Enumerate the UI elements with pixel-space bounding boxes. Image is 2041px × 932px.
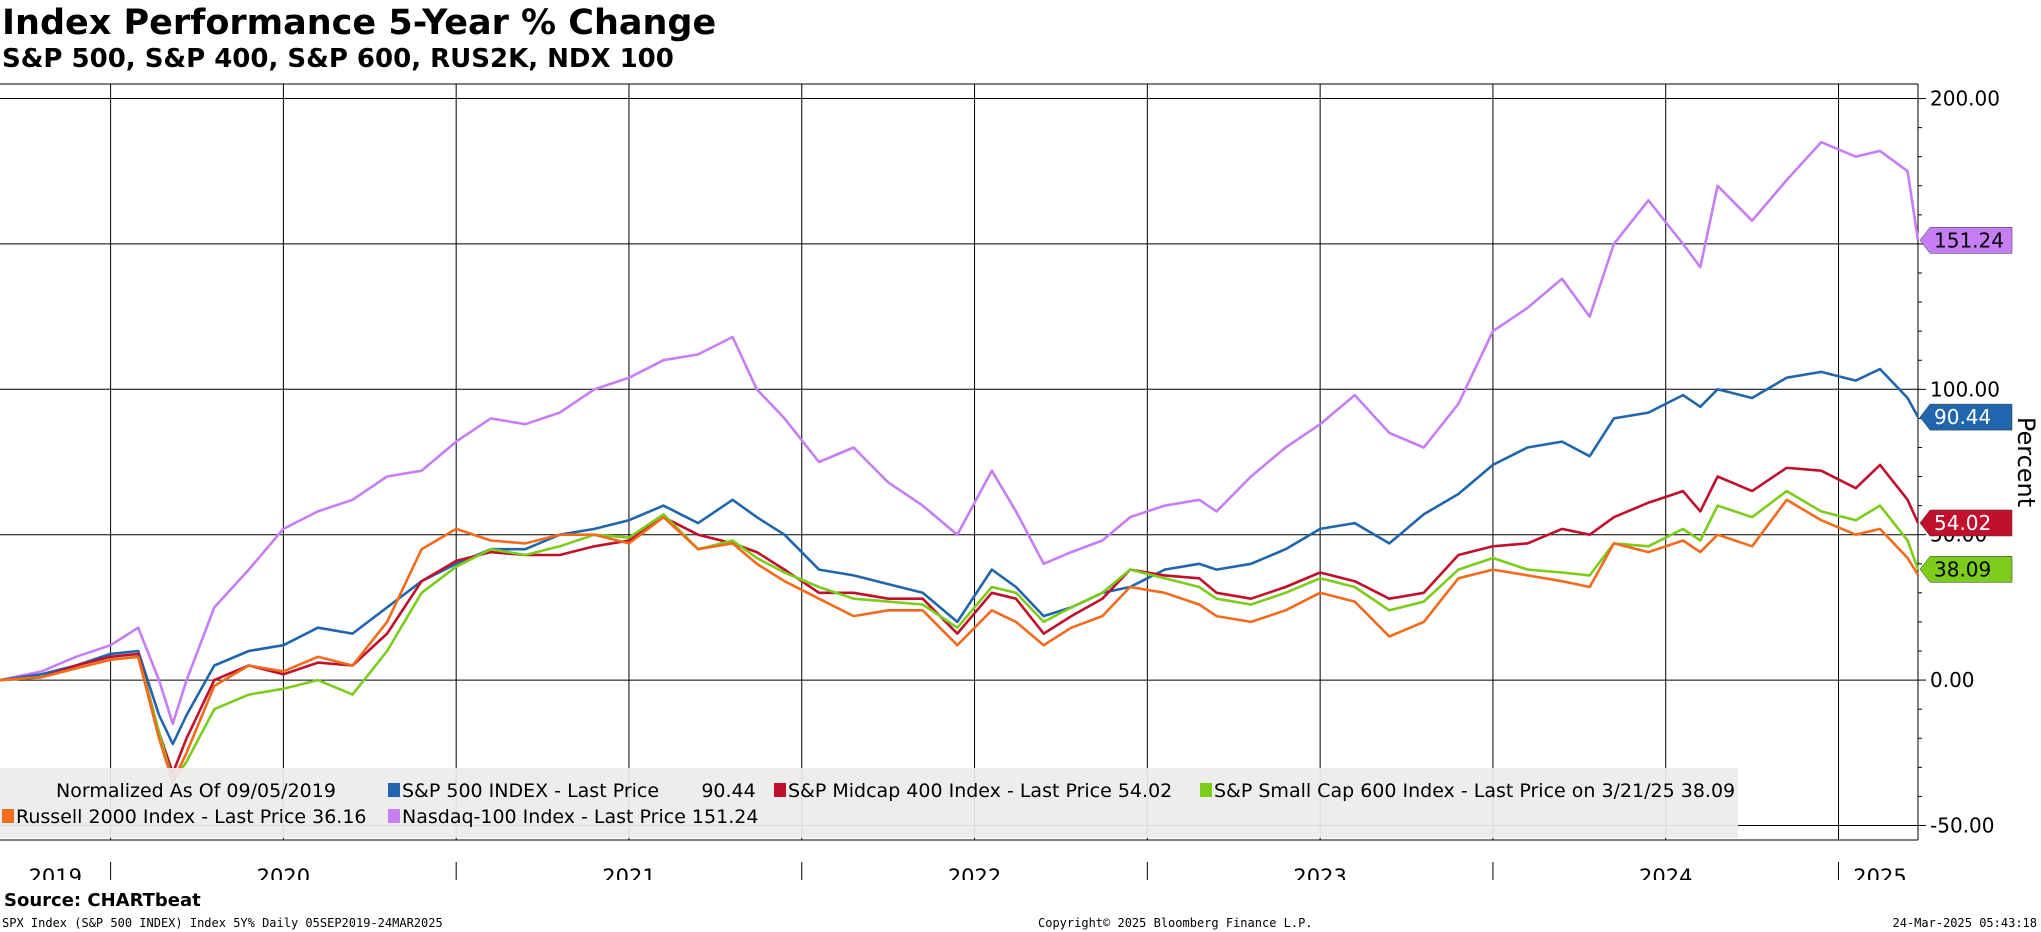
grid	[0, 83, 1919, 840]
series-line	[0, 498, 1920, 784]
x-tick-label: 2024	[1639, 865, 1692, 880]
chart-subtitle: S&P 500, S&P 400, S&P 600, RUS2K, NDX 10…	[2, 44, 674, 74]
last-value-tag	[1919, 227, 2013, 254]
last-value-tags: 151.24 90.44 54.02 38.09	[1919, 227, 2013, 583]
x-tick-label: 2020	[257, 865, 310, 880]
legend-swatch	[2, 809, 14, 823]
legend-swatch	[388, 783, 400, 797]
x-tick-label: 2019	[29, 865, 82, 880]
series-line	[0, 489, 1920, 784]
last-value-tag	[1919, 556, 2013, 583]
x-axis: 2019 2020 2021 2022 2023 2024 2025	[0, 839, 1918, 880]
legend-entry: Nasdaq-100 Index - Last Price 151.24	[402, 806, 758, 828]
series-layer	[0, 140, 1920, 784]
chart-title: Index Performance 5-Year % Change	[2, 3, 717, 43]
y-tick-label: 100.00	[1930, 377, 2000, 401]
series-line	[0, 463, 1920, 775]
source-label: Source: CHARTbeat	[4, 890, 201, 911]
last-value-tag-label: 38.09	[1934, 557, 1991, 581]
x-tick-label: 2025	[1853, 865, 1906, 880]
last-value-tag-label: 90.44	[1934, 405, 1991, 429]
y-tick-label: 0.00	[1930, 668, 1975, 692]
legend-swatch	[1200, 783, 1212, 797]
legend: Normalized As Of 09/05/2019 S&P 500 INDEX…	[0, 768, 1738, 838]
legend-entry: S&P Small Cap 600 Index - Last Price on …	[1214, 780, 1735, 802]
last-value-tag-label: 151.24	[1934, 228, 2004, 252]
chart-area: -50.000.0050.00100.00150.00200.00Percent…	[0, 83, 2040, 880]
series-line	[0, 367, 1920, 746]
last-value-tag-label: 54.02	[1934, 511, 1991, 535]
legend-background	[0, 768, 1738, 838]
x-tick-label: 2023	[1293, 865, 1346, 880]
x-tick-label: 2021	[602, 865, 655, 880]
legend-entry: S&P 500 INDEX - Last Price 90.44	[402, 780, 756, 802]
footer-timestamp: 24-Mar-2025 05:43:18	[1892, 916, 2038, 930]
footer-copyright: Copyright© 2025 Bloomberg Finance L.P.	[1038, 916, 1313, 930]
legend-note: Normalized As Of 09/05/2019	[56, 780, 336, 802]
footer-security-info: SPX Index (S&P 500 INDEX) Index 5Y% Dail…	[2, 916, 443, 930]
series-line	[0, 140, 1920, 726]
legend-swatch	[774, 783, 786, 797]
x-tick-label: 2022	[948, 865, 1001, 880]
y-tick-label: -50.00	[1930, 813, 1994, 837]
legend-entry: Russell 2000 Index - Last Price 36.16	[16, 806, 367, 828]
y-axis-label: Percent	[2012, 417, 2040, 507]
last-value-tag	[1919, 403, 2013, 431]
legend-swatch	[388, 809, 400, 823]
last-value-tag	[1919, 509, 2013, 537]
y-tick-label: 200.00	[1930, 87, 2000, 111]
legend-entry: S&P Midcap 400 Index - Last Price 54.02	[788, 780, 1172, 802]
